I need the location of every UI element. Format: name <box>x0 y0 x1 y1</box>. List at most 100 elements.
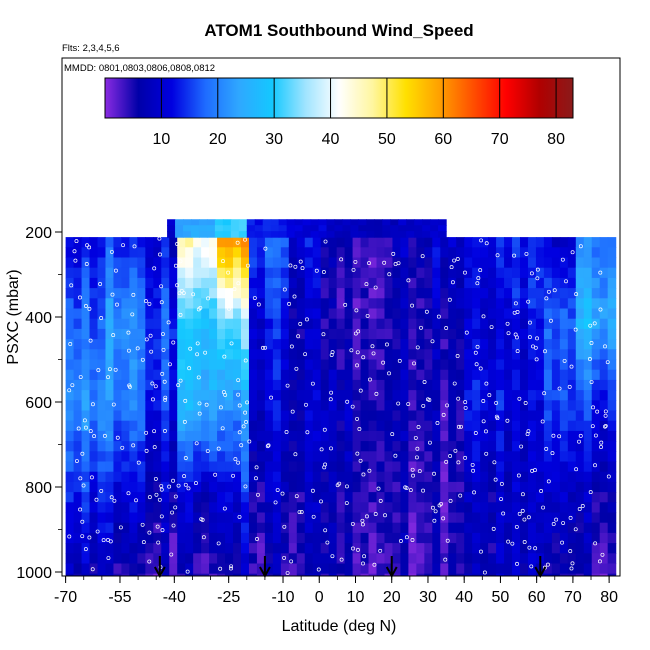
heatmap-cell <box>384 298 394 310</box>
heatmap-cell <box>424 247 433 259</box>
heatmap-cell <box>591 390 601 401</box>
heatmap-cell <box>153 400 162 412</box>
heatmap-cell <box>312 247 322 259</box>
heatmap-cell <box>177 339 186 350</box>
heatmap-cell <box>328 247 338 259</box>
heatmap-cell <box>496 481 505 493</box>
heatmap-cell <box>567 308 577 320</box>
heatmap-cell <box>575 573 585 576</box>
heatmap-cell <box>352 400 362 412</box>
heatmap-cell <box>145 420 154 432</box>
heatmap-cell <box>512 543 521 554</box>
heatmap-cell <box>456 471 465 483</box>
heatmap-cell <box>145 553 154 565</box>
heatmap-cell <box>81 339 91 350</box>
heatmap-cell <box>256 420 266 432</box>
heatmap-cell <box>416 532 425 544</box>
heatmap-cell <box>240 328 250 340</box>
heatmap-cell <box>472 410 481 422</box>
observation-dot <box>94 497 99 502</box>
heatmap-cell <box>113 318 123 330</box>
heatmap-cell <box>201 267 210 279</box>
heatmap-cell <box>599 543 609 554</box>
heatmap-cell <box>296 543 306 554</box>
heatmap-cell <box>591 563 601 575</box>
heatmap-cell <box>312 471 322 483</box>
heatmap-cell <box>559 441 569 452</box>
observation-dot <box>453 448 458 453</box>
heatmap-cell <box>328 328 338 340</box>
heatmap-cell <box>599 512 609 524</box>
heatmap-cell <box>472 237 481 248</box>
heatmap-cell <box>424 492 433 503</box>
observation-dot <box>550 451 555 456</box>
observation-dot <box>319 499 323 504</box>
heatmap-cell <box>81 441 91 452</box>
heatmap-cell <box>320 349 330 361</box>
observation-dot <box>152 429 157 434</box>
heatmap-cell <box>113 400 123 412</box>
heatmap-cell <box>360 400 370 412</box>
heatmap-cell <box>89 512 99 524</box>
observation-dot <box>427 440 432 445</box>
observation-dot <box>159 300 164 305</box>
heatmap-cell <box>368 410 378 422</box>
heatmap-cell <box>519 379 529 391</box>
heatmap-cell <box>328 298 338 310</box>
heatmap-cell <box>422 219 431 226</box>
heatmap-cell <box>89 502 99 514</box>
heatmap-cell <box>591 369 601 381</box>
heatmap-cell <box>233 298 242 310</box>
heatmap-cell <box>209 247 218 259</box>
heatmap-cell <box>73 359 83 371</box>
heatmap-cell <box>392 318 402 330</box>
heatmap-cell <box>185 532 194 544</box>
heatmap-cell <box>105 420 115 432</box>
heatmap-cell <box>304 349 314 361</box>
heatmap-cell <box>432 512 441 524</box>
heatmap-cell <box>543 349 553 361</box>
heatmap-cell <box>519 430 529 442</box>
heatmap-cell <box>496 502 505 514</box>
heatmap-cell <box>519 502 529 514</box>
observation-dot <box>365 514 369 519</box>
heatmap-cell <box>256 349 266 361</box>
heatmap-cell <box>384 543 394 554</box>
observation-dot <box>444 459 449 464</box>
heatmap-cell <box>344 532 354 544</box>
heatmap-cell <box>145 288 154 299</box>
observation-dot <box>160 332 165 336</box>
heatmap-cell <box>496 277 505 289</box>
heatmap-cell <box>288 349 298 361</box>
heatmap-cell <box>480 512 489 524</box>
heatmap-cell <box>583 461 593 473</box>
heatmap-cell <box>336 481 346 493</box>
heatmap-cell <box>398 219 407 226</box>
heatmap-cell <box>416 563 425 575</box>
heatmap-cell <box>137 308 146 320</box>
heatmap-cell <box>193 430 202 442</box>
heatmap-cell <box>65 471 75 483</box>
heatmap-cell <box>527 359 537 371</box>
observation-dot <box>432 471 436 476</box>
heatmap-cell <box>73 502 83 514</box>
heatmap-cell <box>424 512 433 524</box>
observation-dot <box>144 299 148 304</box>
heatmap-cell <box>105 379 115 391</box>
heatmap-cell <box>169 257 178 269</box>
heatmap-cell <box>240 522 250 534</box>
heatmap-cell <box>230 219 240 226</box>
heatmap-cell <box>328 492 338 503</box>
observation-dot <box>513 301 518 306</box>
heatmap-cell <box>567 390 577 401</box>
heatmap-cell <box>519 492 529 503</box>
heatmap-cell <box>73 430 83 442</box>
heatmap-cell <box>543 522 553 534</box>
observation-dot <box>80 534 85 539</box>
heatmap-cell <box>432 543 441 554</box>
heatmap-cell <box>488 267 497 279</box>
heatmap-cell <box>201 553 210 565</box>
heatmap-cell <box>440 420 449 432</box>
heatmap-cell <box>607 563 617 575</box>
heatmap-cell <box>304 247 314 259</box>
